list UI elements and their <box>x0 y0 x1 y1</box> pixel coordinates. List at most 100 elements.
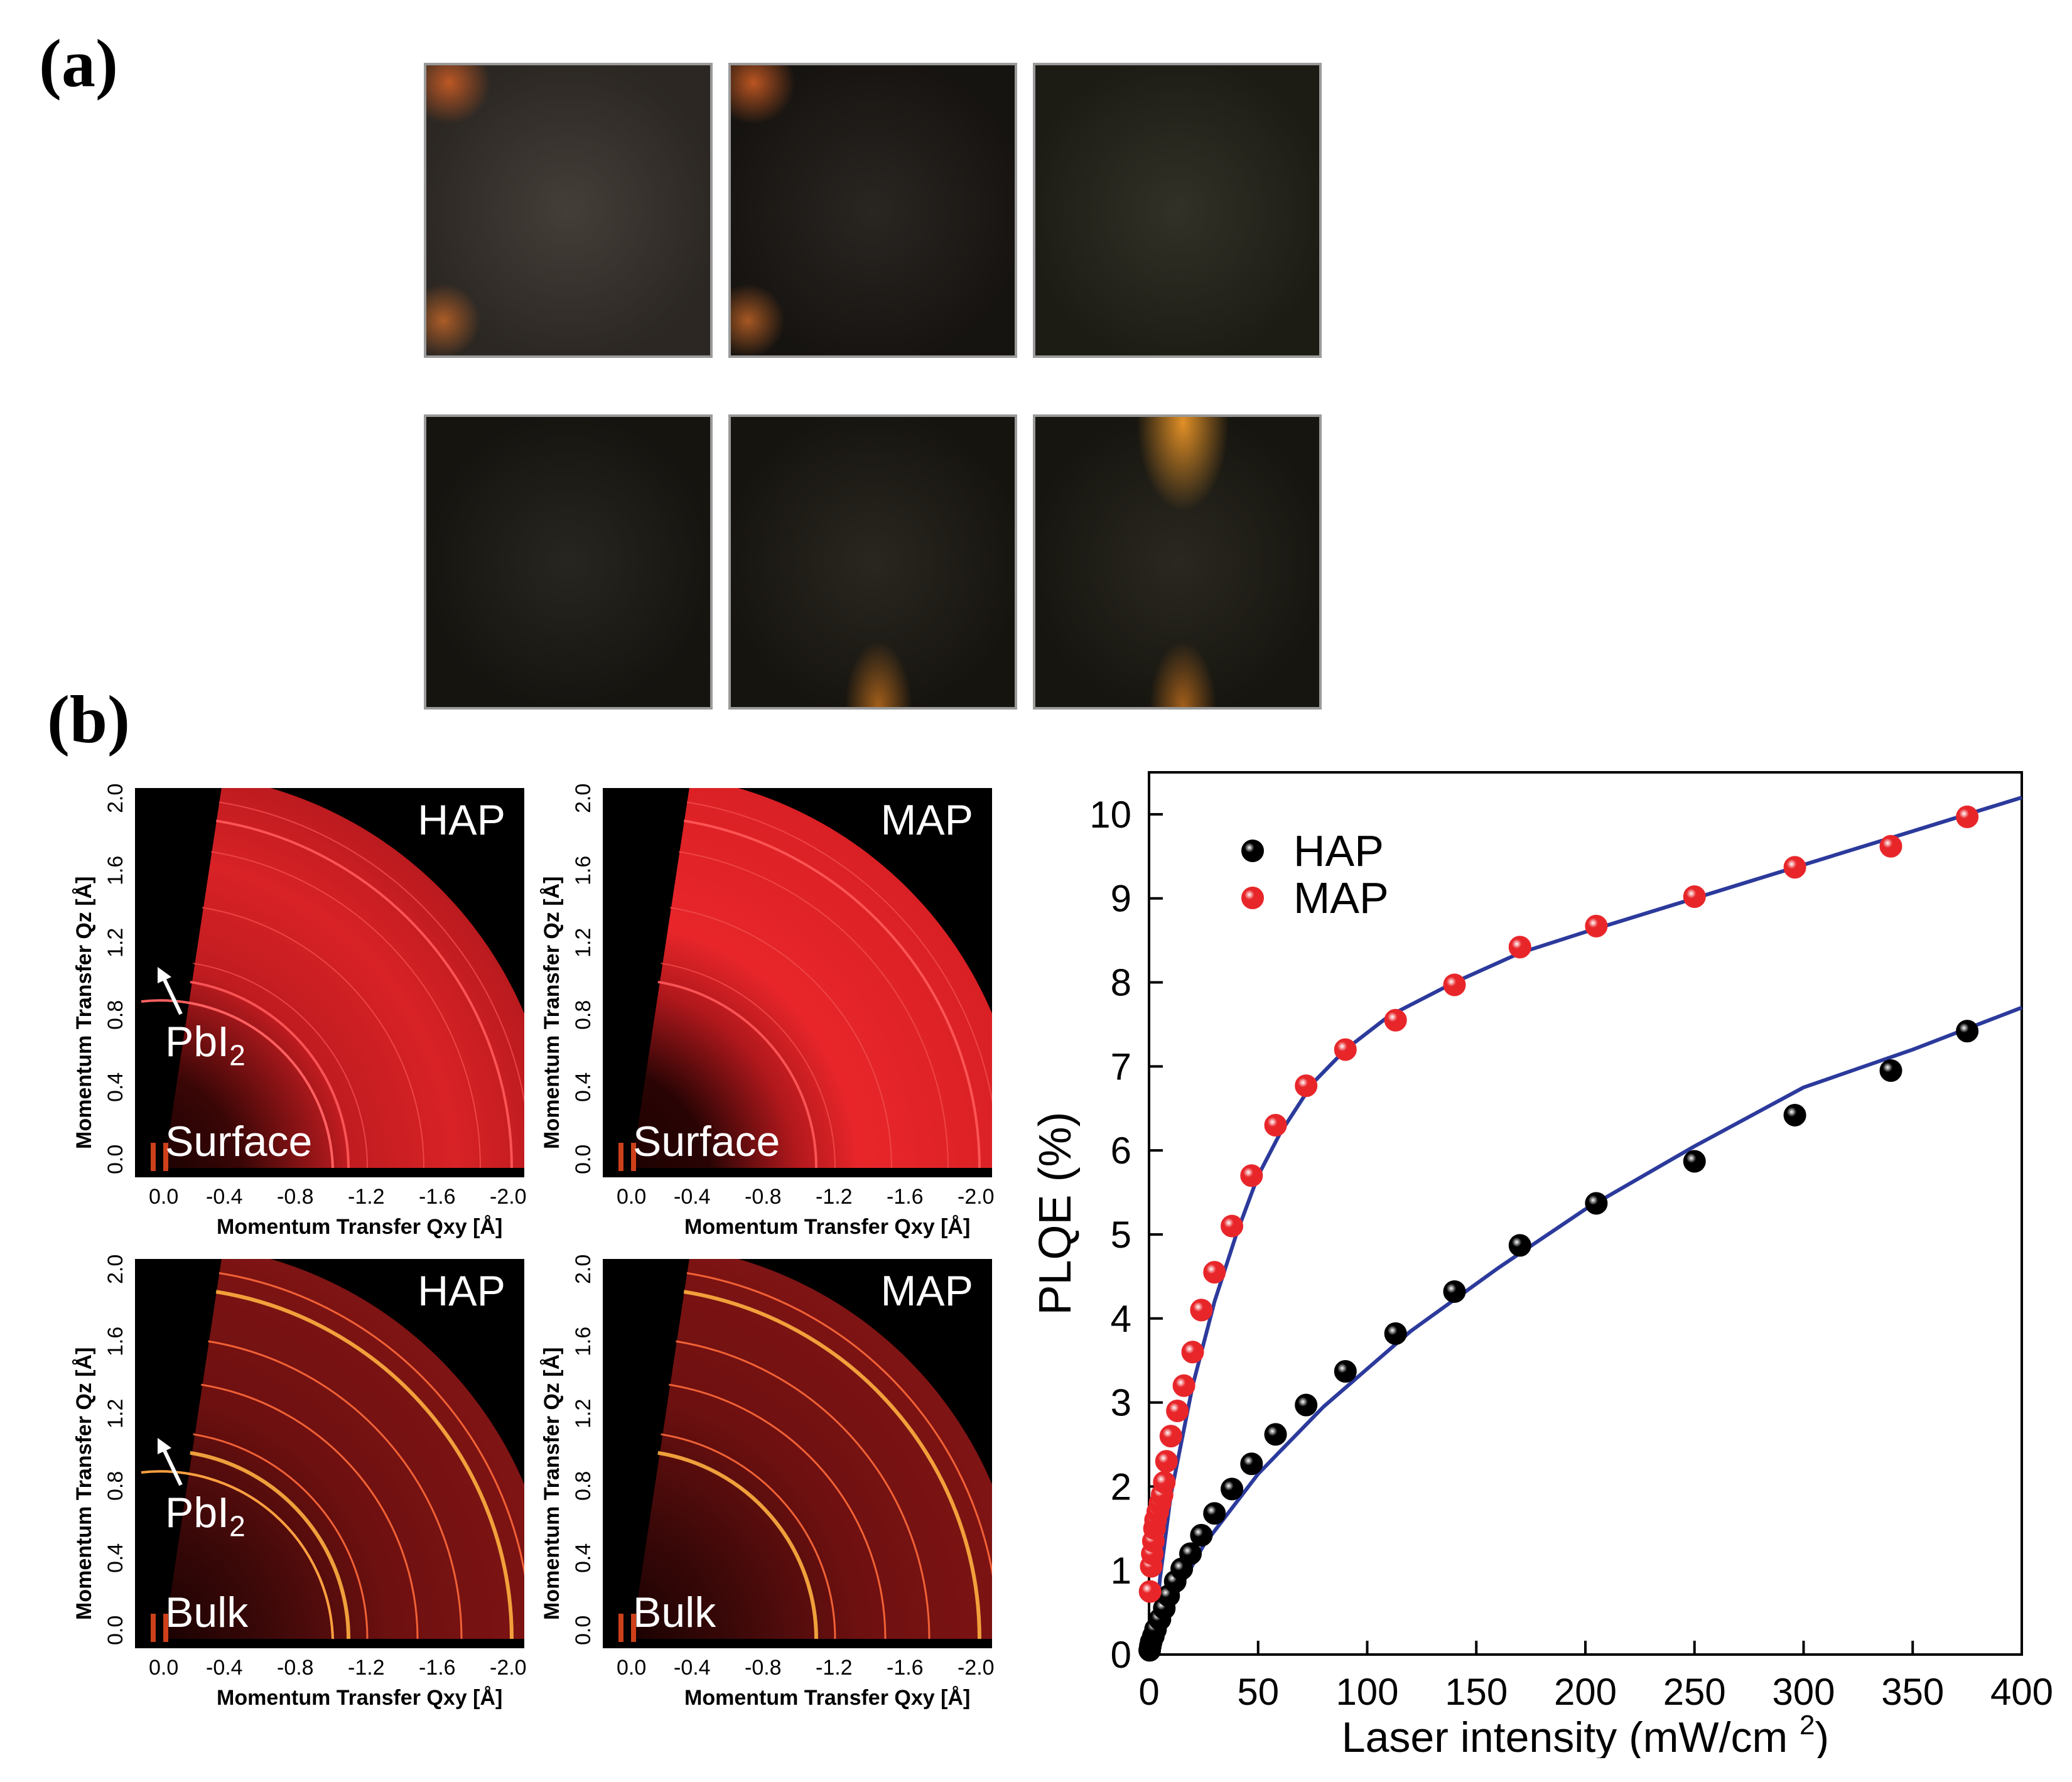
data-point-map <box>1240 1164 1263 1187</box>
y-tick-label: 0.0 <box>104 1144 127 1174</box>
y-tick-label: 2.0 <box>104 783 127 813</box>
x-tick-label: -1.2 <box>348 1185 385 1209</box>
x-tick-label: -0.4 <box>674 1185 711 1209</box>
panel-b-label: (b) <box>47 683 130 757</box>
y-axis-title: Momentum Transfer Qz [Å] <box>72 876 96 1149</box>
diffraction-ring <box>193 963 368 1169</box>
data-point-hap <box>1384 1322 1407 1345</box>
pbi2-ring <box>141 1470 334 1639</box>
data-point-map <box>1153 1471 1176 1494</box>
giwaxs-map-map-surface: MAP Surface <box>603 788 992 1177</box>
scattering-region <box>632 788 992 1168</box>
y-tick-label: 0.0 <box>104 1615 127 1645</box>
x-tick-label: -0.8 <box>745 1656 782 1680</box>
data-point-map <box>1138 1580 1162 1603</box>
data-point-map <box>1159 1425 1182 1448</box>
x-tick-label: 0.0 <box>617 1656 647 1680</box>
data-point-map <box>1190 1299 1213 1322</box>
x-tick-label: -2.0 <box>490 1185 527 1209</box>
data-point-hap <box>1334 1360 1357 1383</box>
diffraction-ring <box>193 1433 369 1639</box>
diffraction-ring <box>686 801 992 1104</box>
data-point-hap <box>1585 1192 1608 1215</box>
data-point-map <box>1295 1074 1318 1098</box>
diffraction-ring <box>219 1272 524 1577</box>
data-point-map <box>1683 885 1706 909</box>
y-axis-title: PLQE (%) <box>1030 1111 1081 1315</box>
data-point-hap <box>1190 1523 1213 1547</box>
data-point-map <box>1783 856 1806 879</box>
x-tick-label: 300 <box>1772 1671 1835 1713</box>
specular-spot <box>151 1143 156 1171</box>
x-tick-label: -0.8 <box>745 1185 782 1209</box>
diffraction-ring <box>202 907 424 1169</box>
x-tick-label: -1.6 <box>887 1656 924 1680</box>
x-tick-label: 200 <box>1554 1671 1617 1713</box>
y-tick-label: 1 <box>1111 1550 1131 1592</box>
x-tick-label: -0.4 <box>206 1185 243 1209</box>
specular-spot <box>618 1143 623 1171</box>
data-point-map <box>1172 1374 1195 1397</box>
y-tick-label: 1.6 <box>571 1326 595 1356</box>
y-tick-label: 8 <box>1111 962 1131 1004</box>
x-tick-label: -1.6 <box>419 1656 456 1680</box>
x-tick-label: 0.0 <box>149 1656 179 1680</box>
diffraction-ring <box>676 1340 931 1639</box>
x-tick-label: -0.4 <box>206 1656 243 1680</box>
x-tick-label: 350 <box>1881 1671 1944 1713</box>
film-photo-r2c3 <box>1033 414 1322 710</box>
data-point-hap <box>1240 1452 1263 1476</box>
y-axis-title: Momentum Transfer Qz [Å] <box>540 876 564 1149</box>
data-point-map <box>1166 1399 1189 1422</box>
diffraction-ring <box>190 1450 350 1639</box>
panel-a-label: (a) <box>39 26 118 101</box>
data-point-hap <box>1179 1542 1202 1565</box>
data-point-hap <box>1879 1059 1902 1083</box>
x-tick-label: 150 <box>1445 1671 1508 1713</box>
y-tick-label: 1.6 <box>104 855 127 885</box>
scattering-region <box>164 1259 524 1639</box>
y-tick-label: 0.4 <box>571 1072 595 1102</box>
data-point-hap <box>1783 1103 1806 1126</box>
y-tick-label: 1.6 <box>571 855 595 885</box>
specular-spot <box>163 1614 168 1642</box>
x-tick-label: -2.0 <box>958 1185 995 1209</box>
x-tick-label: -1.6 <box>887 1185 924 1209</box>
scattering-region <box>164 788 524 1168</box>
specular-spot <box>631 1143 636 1171</box>
y-tick-label: 0.0 <box>571 1615 595 1645</box>
diffraction-ring <box>683 1290 981 1639</box>
x-tick-label: -2.0 <box>958 1656 995 1680</box>
y-tick-label: 0.8 <box>104 1471 127 1501</box>
giwaxs-image <box>141 788 524 1171</box>
giwaxs-image <box>618 1259 992 1642</box>
depth-label: Surface <box>633 1118 780 1165</box>
diffraction-ring <box>661 1433 836 1639</box>
giwaxs-image <box>141 1259 524 1642</box>
x-tick-label: -1.2 <box>348 1656 385 1680</box>
data-point-hap <box>1956 1020 1979 1043</box>
arrow-icon <box>158 967 183 1015</box>
data-point-hap <box>1443 1280 1466 1303</box>
pbi2-ring <box>141 999 334 1169</box>
x-tick-label: -0.8 <box>277 1656 314 1680</box>
pbi2-label: PbI2 <box>165 1018 246 1072</box>
data-point-map <box>1443 973 1466 996</box>
fit-curve <box>1151 796 2022 1655</box>
specular-spot <box>618 1614 623 1642</box>
x-tick-label: -0.4 <box>674 1656 711 1680</box>
diffraction-ring <box>657 980 817 1169</box>
diffraction-ring <box>211 851 481 1169</box>
data-point-hap <box>1264 1423 1287 1446</box>
data-point-map <box>1221 1214 1244 1238</box>
legend-label: MAP <box>1293 873 1389 922</box>
y-tick-label: 2.0 <box>571 1254 595 1284</box>
y-tick-label: 0.8 <box>104 1000 127 1030</box>
diffraction-ring <box>679 851 949 1169</box>
y-tick-label: 10 <box>1089 794 1131 836</box>
y-tick-label: 2 <box>1111 1466 1131 1508</box>
data-point-map <box>1585 914 1608 937</box>
diffraction-ring <box>683 819 981 1169</box>
y-tick-label: 0 <box>1111 1634 1131 1676</box>
diffraction-ring <box>686 1272 992 1577</box>
